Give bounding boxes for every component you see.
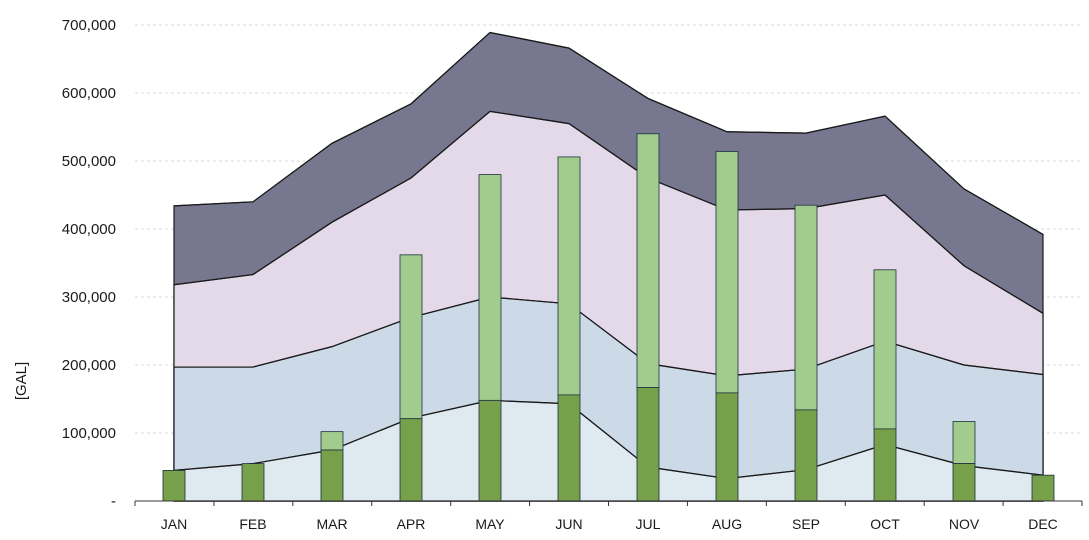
y-tick-labels: - 100,000 200,000 300,000 400,000 500,000 600,… (62, 17, 116, 510)
x-tick-label: JUN (555, 516, 582, 532)
bar-top-sep (794, 204, 818, 411)
bar-top-jul (636, 133, 660, 388)
y-tick-label: 100,000 (62, 425, 116, 442)
bar-top-oct (873, 269, 897, 430)
x-tick-label: MAY (475, 516, 505, 532)
bar-top-mar (320, 431, 344, 451)
y-tick-label: - (111, 493, 116, 510)
y-tick-label: 700,000 (62, 17, 116, 34)
bar-base-oct (873, 428, 897, 502)
area-series-1-line (173, 399, 1044, 480)
bar-base-jan (162, 469, 186, 502)
x-tick-label: AUG (712, 516, 742, 532)
x-tick-label: SEP (792, 516, 820, 532)
x-tick-label: DEC (1028, 516, 1058, 532)
bar-base-sep (794, 409, 818, 502)
bar-base-dec (1031, 474, 1055, 502)
bar-base-may (478, 399, 502, 502)
x-tick-label: JAN (161, 516, 187, 532)
y-axis-title: [GAL] (13, 362, 30, 400)
bar-series (162, 133, 1055, 502)
x-tick-label: MAR (316, 516, 347, 532)
bar-top-jun (557, 156, 581, 396)
x-tick-label: NOV (949, 516, 980, 532)
bar-base-mar (320, 449, 344, 502)
y-tick-label: 400,000 (62, 221, 116, 238)
y-tick-label: 600,000 (62, 85, 116, 102)
area-series (173, 31, 1044, 502)
area-series-2-line (174, 296, 1044, 377)
y-tick-label: 300,000 (62, 289, 116, 306)
bar-base-jun (557, 394, 581, 502)
area-series-3-line (173, 110, 1044, 314)
bar-base-feb (241, 463, 265, 502)
y-tick-label: 200,000 (62, 357, 116, 374)
bar-top-may (478, 174, 502, 401)
bar-base-aug (715, 392, 739, 502)
area-series-4-line (173, 31, 1044, 235)
axes (134, 500, 1083, 506)
x-tick-label: APR (397, 516, 426, 532)
y-tick-label: 500,000 (62, 153, 116, 170)
x-tick-labels: JAN FEB MAR APR MAY JUN JUL AUG SEP OCT NOV DEC (161, 516, 1058, 532)
bar-base-nov (952, 463, 976, 502)
x-tick-label: FEB (239, 516, 266, 532)
bar-base-apr (399, 418, 423, 502)
bar-top-nov (952, 421, 976, 465)
bar-base-jul (636, 387, 660, 502)
bar-top-apr (399, 254, 423, 420)
bar-top-aug (715, 151, 739, 394)
x-tick-label: JUL (636, 516, 661, 532)
x-tick-label: OCT (870, 516, 900, 532)
